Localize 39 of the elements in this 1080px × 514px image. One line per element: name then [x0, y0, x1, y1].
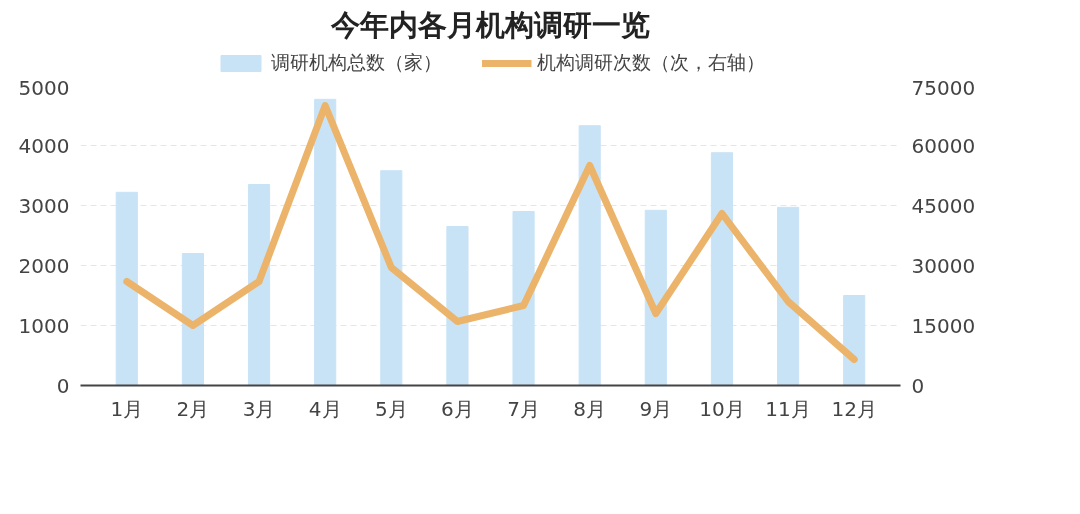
bar	[843, 295, 866, 386]
y-tick-label: 1000	[18, 313, 70, 338]
legend-label: 调研机构总数（家）	[270, 51, 442, 75]
chart-title: 今年内各月机构调研一览	[330, 7, 650, 42]
x-tick-label: 8月	[573, 396, 607, 421]
y-tick-label: 4000	[18, 133, 70, 158]
y2-tick-label: 0	[911, 373, 925, 398]
bar	[115, 191, 138, 386]
legend-label: 机构调研次数（次，右轴）	[536, 51, 765, 75]
y-tick-label: 5000	[18, 75, 70, 100]
x-tick-label: 10月	[699, 396, 745, 421]
x-tick-label: 1月	[110, 396, 144, 421]
y2-tick-label: 15000	[911, 313, 976, 338]
bar	[247, 184, 271, 386]
bar	[380, 170, 403, 386]
x-tick-label: 5月	[374, 396, 408, 421]
bar	[777, 206, 800, 386]
bar	[446, 226, 469, 386]
x-tick-label: 6月	[441, 396, 474, 421]
bar	[644, 209, 667, 386]
bar	[314, 98, 337, 386]
bar	[512, 211, 535, 386]
x-tick-label: 11月	[765, 396, 811, 421]
x-tick-label: 3月	[242, 396, 276, 421]
y2-tick-label: 60000	[911, 133, 976, 158]
y2-tick-label: 75000	[911, 75, 976, 100]
bar	[710, 152, 734, 386]
x-tick-label: 4月	[308, 396, 342, 421]
y2-tick-label: 30000	[911, 253, 976, 278]
x-tick-label: 7月	[507, 396, 540, 421]
y-tick-label: 2000	[18, 253, 70, 278]
bar	[578, 125, 601, 386]
x-tick-label: 12月	[831, 396, 877, 421]
x-tick-label: 2月	[176, 396, 210, 421]
x-tick-label: 9月	[639, 396, 673, 421]
y2-tick-label: 45000	[911, 193, 976, 218]
y-tick-label: 0	[56, 373, 70, 398]
y-tick-label: 3000	[18, 193, 70, 218]
bar	[181, 253, 204, 386]
